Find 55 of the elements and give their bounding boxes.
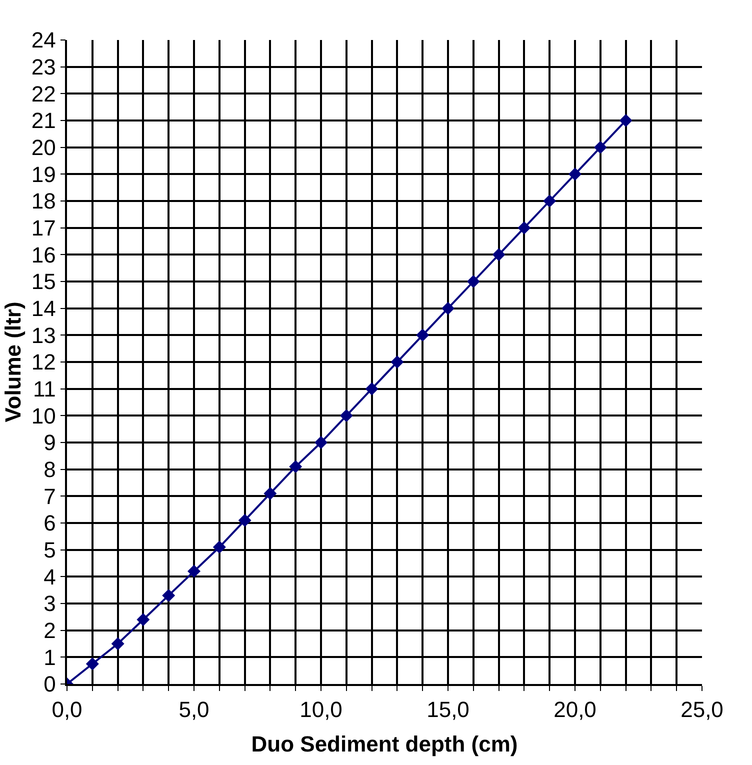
y-tick-label: 8 bbox=[44, 457, 56, 482]
point bbox=[162, 588, 176, 602]
point bbox=[136, 613, 150, 626]
point bbox=[568, 168, 582, 181]
point bbox=[111, 637, 124, 650]
point bbox=[543, 194, 556, 208]
y-tick-label: 16 bbox=[31, 242, 56, 268]
point bbox=[238, 514, 252, 527]
x-tick-label: 0,0 bbox=[52, 697, 82, 722]
point bbox=[619, 114, 632, 127]
y-tick-label: 0 bbox=[44, 672, 56, 697]
y-tick-label: 10 bbox=[31, 403, 56, 428]
y-tick-label: 6 bbox=[44, 510, 56, 536]
y-tick-label: 7 bbox=[44, 484, 56, 509]
point bbox=[314, 436, 328, 449]
y-tick-label: 2 bbox=[44, 618, 56, 644]
y-axis-title: Volume (ltr) bbox=[0, 302, 26, 422]
y-tick-label: 4 bbox=[44, 564, 56, 590]
y-tick-label: 17 bbox=[31, 216, 56, 241]
y-tick-label: 22 bbox=[31, 81, 56, 106]
point bbox=[390, 356, 404, 368]
y-tick-label: 5 bbox=[44, 538, 56, 563]
y-tick-label: 19 bbox=[31, 162, 56, 187]
point bbox=[492, 248, 506, 262]
y-tick-label: 1 bbox=[44, 644, 56, 670]
point bbox=[212, 540, 226, 554]
y-tick-label: 24 bbox=[31, 28, 56, 53]
x-tick-label: 15,0 bbox=[426, 697, 470, 722]
point bbox=[340, 409, 353, 422]
y-tick-label: 14 bbox=[31, 296, 56, 322]
x-tick-label: 20,0 bbox=[554, 697, 596, 722]
point bbox=[289, 460, 302, 474]
y-tick-label: 12 bbox=[31, 350, 56, 375]
point bbox=[365, 382, 378, 396]
point bbox=[518, 221, 531, 234]
point bbox=[442, 302, 454, 315]
x-axis-title: Duo Sediment depth (cm) bbox=[251, 732, 518, 757]
point bbox=[86, 657, 99, 670]
y-tick-label: 18 bbox=[31, 188, 56, 214]
y-tick-label: 15 bbox=[31, 269, 56, 294]
y-tick-label: 20 bbox=[31, 135, 56, 160]
point bbox=[264, 486, 277, 500]
y-tick-label: 13 bbox=[31, 322, 56, 348]
point bbox=[466, 275, 480, 288]
x-tick-label: 5,0 bbox=[178, 697, 210, 722]
point bbox=[594, 140, 607, 154]
y-tick-label: 21 bbox=[31, 108, 56, 134]
point bbox=[416, 328, 430, 342]
point bbox=[188, 564, 200, 578]
x-tick-label: 10,0 bbox=[300, 697, 342, 722]
y-tick-label: 11 bbox=[33, 376, 56, 402]
y-tick-label: 23 bbox=[31, 54, 56, 80]
y-tick-label: 3 bbox=[44, 591, 56, 616]
y-tick-label: 9 bbox=[44, 430, 56, 456]
x-tick-label: 25,0 bbox=[680, 697, 724, 722]
